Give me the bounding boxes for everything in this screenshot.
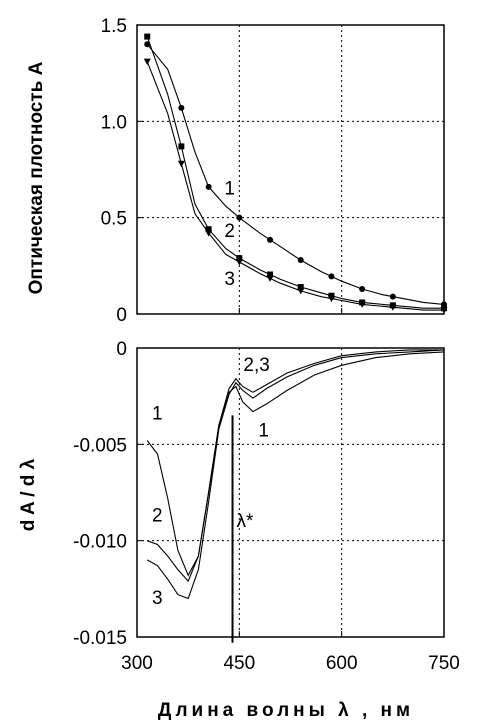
curve-label: 1 [152,403,163,424]
series-line-3 [146,61,444,311]
curve-label: 3 [224,269,235,290]
series-point-3 [143,58,151,66]
series-point-2 [178,143,185,150]
y-tick-label: 0 [116,305,127,326]
series-point-1 [178,104,185,111]
series-line-1 [146,43,445,305]
series-point-3 [358,301,366,308]
derivative-panel: -0.015 -0.010 -0.005 0 300 450 600 750 1 2 3 1 2,3 λ* [73,339,460,674]
series-point-2 [205,226,212,233]
lambda-star-label: λ* [237,511,255,532]
series-point-3 [266,275,274,282]
series-point-2 [267,271,274,278]
series-point-1 [297,257,304,264]
series-point-1 [267,236,274,243]
series-line-1 [146,351,445,577]
curve-label: 3 [152,588,163,609]
series-point-3 [177,160,185,168]
plot-frame [136,347,445,638]
series-line-3 [146,349,445,600]
y-tick-label: -0.005 [73,435,127,456]
x-tick-label: 300 [121,653,153,674]
series-point-3 [327,295,335,303]
series-point-2 [144,33,151,40]
series-point-1 [359,285,366,292]
series-point-1 [328,273,335,280]
plot-frame [136,24,445,315]
bottom-y-axis-title: d A / d λ [18,458,39,531]
series-point-3 [389,304,397,311]
curve-label: 2 [224,221,235,242]
series-line-2 [146,36,444,309]
series-point-1 [144,41,151,48]
y-tick-label: 1.5 [101,16,127,37]
series-point-3 [235,258,243,266]
x-tick-label: 450 [223,653,255,674]
optical-density-panel: 0 0.5 1.0 1.5 1 2 3 [101,16,448,326]
curve-label: 2 [152,505,163,526]
series-point-1 [236,214,243,221]
y-tick-label: 0 [116,339,127,360]
top-y-axis-title: Оптическая плотность A [26,61,47,294]
curve-label: 1 [224,179,235,200]
series-point-3 [440,307,448,314]
y-tick-label: 1.0 [101,112,127,133]
series-point-3 [297,287,305,295]
x-tick-label: 600 [326,653,358,674]
curve-label: 2,3 [243,355,269,376]
y-tick-label: -0.015 [73,628,127,649]
series-point-2 [236,255,243,262]
series-line-2 [147,349,444,583]
x-tick-label: 750 [428,653,460,674]
series-point-3 [205,230,213,237]
series-point-1 [389,293,396,300]
series-point-2 [297,284,304,291]
y-tick-label: -0.010 [73,532,127,553]
curve-label: 1 [258,421,269,442]
y-tick-label: 0.5 [101,209,127,230]
x-axis-title: Длина волны λ , нм [158,700,414,721]
series-point-1 [205,183,212,190]
